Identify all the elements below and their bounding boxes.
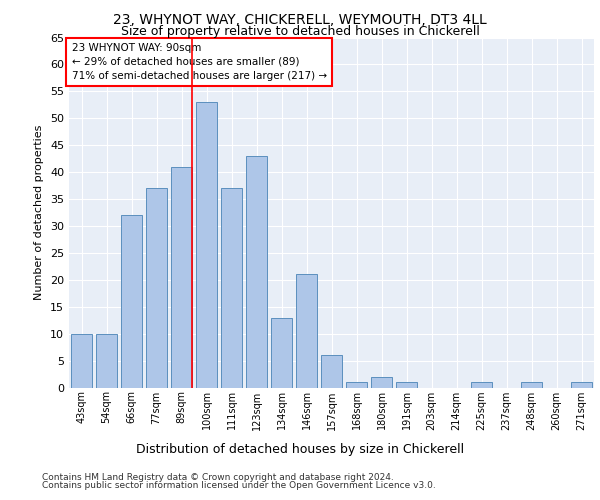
Text: Contains public sector information licensed under the Open Government Licence v3: Contains public sector information licen… [42,481,436,490]
Text: Distribution of detached houses by size in Chickerell: Distribution of detached houses by size … [136,442,464,456]
Bar [121,215,142,388]
Bar [146,188,167,388]
Bar [171,166,192,388]
Bar [196,102,217,388]
Bar [296,274,317,388]
Bar [271,318,292,388]
Text: 23 WHYNOT WAY: 90sqm
← 29% of detached houses are smaller (89)
71% of semi-detac: 23 WHYNOT WAY: 90sqm ← 29% of detached h… [71,43,327,81]
Bar [371,376,392,388]
Bar [346,382,367,388]
Bar [71,334,92,388]
Bar [521,382,542,388]
Bar [396,382,417,388]
Text: Size of property relative to detached houses in Chickerell: Size of property relative to detached ho… [121,25,479,38]
Bar [246,156,267,388]
Bar [221,188,242,388]
Y-axis label: Number of detached properties: Number of detached properties [34,125,44,300]
Bar [471,382,492,388]
Bar [321,355,342,388]
Bar [96,334,117,388]
Text: Contains HM Land Registry data © Crown copyright and database right 2024.: Contains HM Land Registry data © Crown c… [42,472,394,482]
Text: 23, WHYNOT WAY, CHICKERELL, WEYMOUTH, DT3 4LL: 23, WHYNOT WAY, CHICKERELL, WEYMOUTH, DT… [113,12,487,26]
Bar [571,382,592,388]
